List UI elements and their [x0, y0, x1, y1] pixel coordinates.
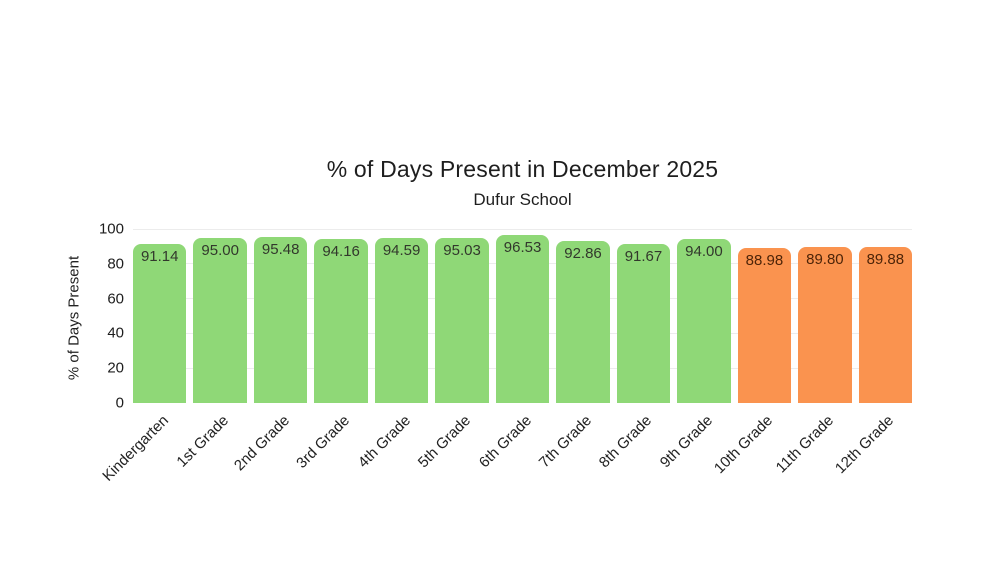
bar-value-label: 88.98 — [745, 252, 784, 270]
bar-value-label: 91.67 — [624, 247, 663, 265]
bar-value-label: 94.59 — [382, 242, 421, 260]
bar-9th-grade: 94.00 — [677, 239, 731, 403]
x-tick-label: 8th Grade — [596, 412, 656, 472]
x-tick-label: 11th Grade — [772, 412, 837, 477]
bar-kindergarten: 91.14 — [133, 244, 187, 403]
bar-1st-grade: 95.00 — [193, 237, 247, 403]
plot-area: 91.14 95.00 95.48 94.16 94.59 95.03 96.53 92.86… — [99, 221, 913, 485]
bar-2nd-grade: 95.48 — [253, 236, 308, 403]
x-tick-label: 5th Grade — [414, 412, 475, 472]
bar-3rd-grade: 94.16 — [314, 239, 368, 403]
bar-value-label: 95.03 — [443, 241, 481, 259]
y-tick-label: 20 — [107, 359, 124, 377]
y-tick-label: 0 — [115, 394, 124, 412]
chart-subtitle: Dufur School — [473, 190, 572, 209]
x-tick-label: 4th Grade — [354, 412, 414, 472]
gridline — [133, 228, 912, 230]
y-tick-label: 60 — [107, 290, 124, 308]
y-tick-label: 100 — [98, 220, 124, 238]
y-tick-label: 40 — [107, 324, 124, 342]
x-tick-label: 6th Grade — [475, 412, 535, 472]
bar-value-label: 91.14 — [140, 248, 179, 266]
x-tick-label: 9th Grade — [656, 412, 716, 472]
bar-10th-grade: 88.98 — [737, 248, 792, 403]
bar-value-label: 89.80 — [806, 250, 844, 268]
bar-5th-grade: 95.03 — [435, 237, 489, 403]
bar-12th-grade: 89.88 — [858, 246, 913, 403]
bar-6th-grade: 96.53 — [495, 235, 550, 403]
x-axis-labels: Kindergarten 1st Grade 2nd Grade 3rd Grade 4… — [99, 403, 912, 493]
x-tick-label: 12th Grade — [832, 412, 898, 478]
bar-value-label: 92.86 — [564, 245, 602, 263]
bar-value-label: 95.00 — [201, 241, 239, 259]
bar-value-label: 96.53 — [503, 239, 542, 257]
bar-value-label: 94.16 — [322, 243, 360, 261]
x-tick-label: 3rd Grade — [293, 412, 354, 472]
bar-11th-grade: 89.80 — [798, 246, 852, 403]
x-tick-label: 7th Grade — [535, 412, 595, 472]
bar-value-label: 95.48 — [261, 240, 300, 258]
x-tick-label: Kindergarten — [98, 412, 172, 485]
chart-title: % of Days Present in December 2025 — [326, 156, 719, 182]
x-tick-label: 10th Grade — [711, 412, 777, 478]
bar-7th-grade: 92.86 — [556, 241, 610, 403]
x-tick-label: 1st Grade — [173, 412, 233, 471]
x-tick-label: 2nd Grade — [230, 412, 293, 475]
bars-group: 91.14 95.00 95.48 94.16 94.59 95.03 96.53 92.86… — [133, 229, 913, 403]
bar-4th-grade: 94.59 — [374, 238, 429, 403]
bar-value-label: 94.00 — [685, 243, 723, 261]
bar-8th-grade: 91.67 — [616, 243, 671, 403]
bar-value-label: 89.88 — [866, 250, 905, 268]
y-tick-label: 80 — [107, 255, 124, 273]
